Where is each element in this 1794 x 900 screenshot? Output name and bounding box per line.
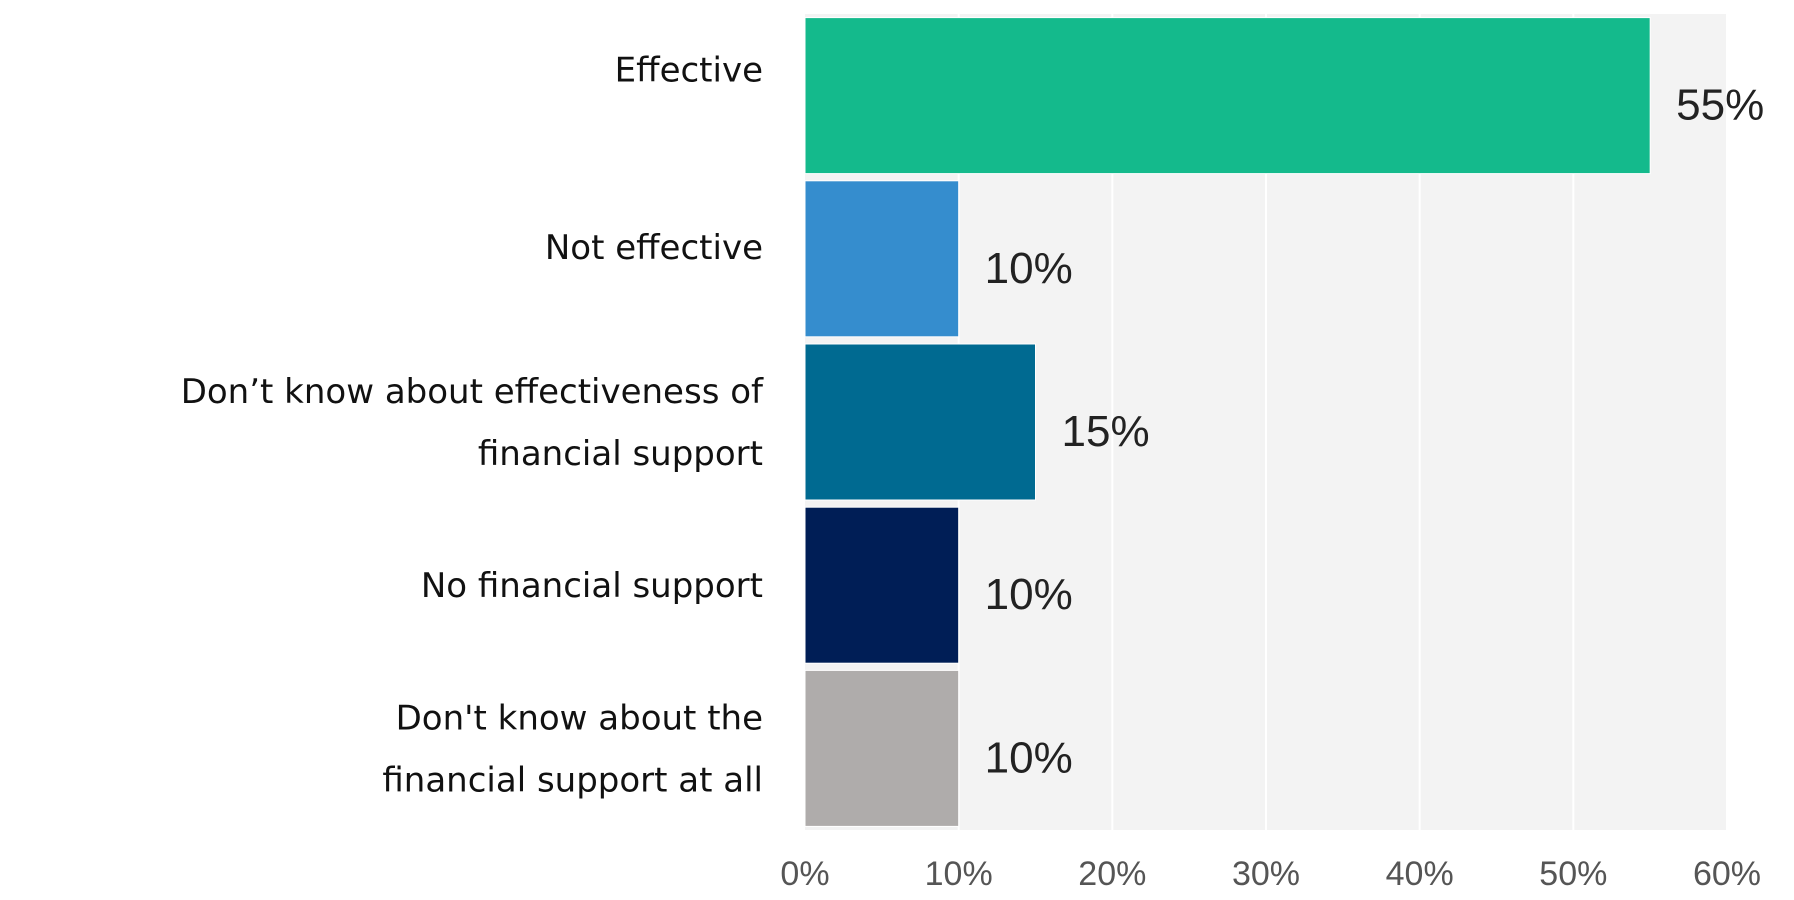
bar-2 [804, 180, 960, 338]
value-label-5: 10% [985, 733, 1073, 782]
category-label-1: Effective [615, 51, 763, 91]
x-tick-label-10: 10% [925, 855, 993, 893]
x-tick-label-20: 20% [1078, 855, 1146, 893]
bar-5 [804, 669, 960, 827]
category-label-3-line-2: financial support [478, 434, 763, 474]
value-label-1: 55% [1676, 81, 1764, 130]
category-label-3-line-1: Don’t know about effectiveness of [181, 372, 764, 412]
bar-4 [804, 506, 960, 664]
category-label-2: Not effective [545, 228, 763, 268]
bar-1 [804, 17, 1651, 175]
x-tick-label-60: 60% [1693, 855, 1761, 893]
value-label-2: 10% [985, 244, 1073, 293]
x-tick-label-0: 0% [780, 855, 829, 893]
x-tick-label-40: 40% [1386, 855, 1454, 893]
bar-3 [804, 343, 1036, 501]
value-label-4: 10% [985, 570, 1073, 619]
category-label-5-line-2: financial support at all [382, 760, 763, 800]
x-tick-label-30: 30% [1232, 855, 1300, 893]
x-tick-label-50: 50% [1539, 855, 1607, 893]
value-label-3: 15% [1062, 407, 1150, 456]
category-label-4: No financial support [421, 566, 763, 606]
category-label-5-line-1: Don't know about the [396, 698, 763, 738]
